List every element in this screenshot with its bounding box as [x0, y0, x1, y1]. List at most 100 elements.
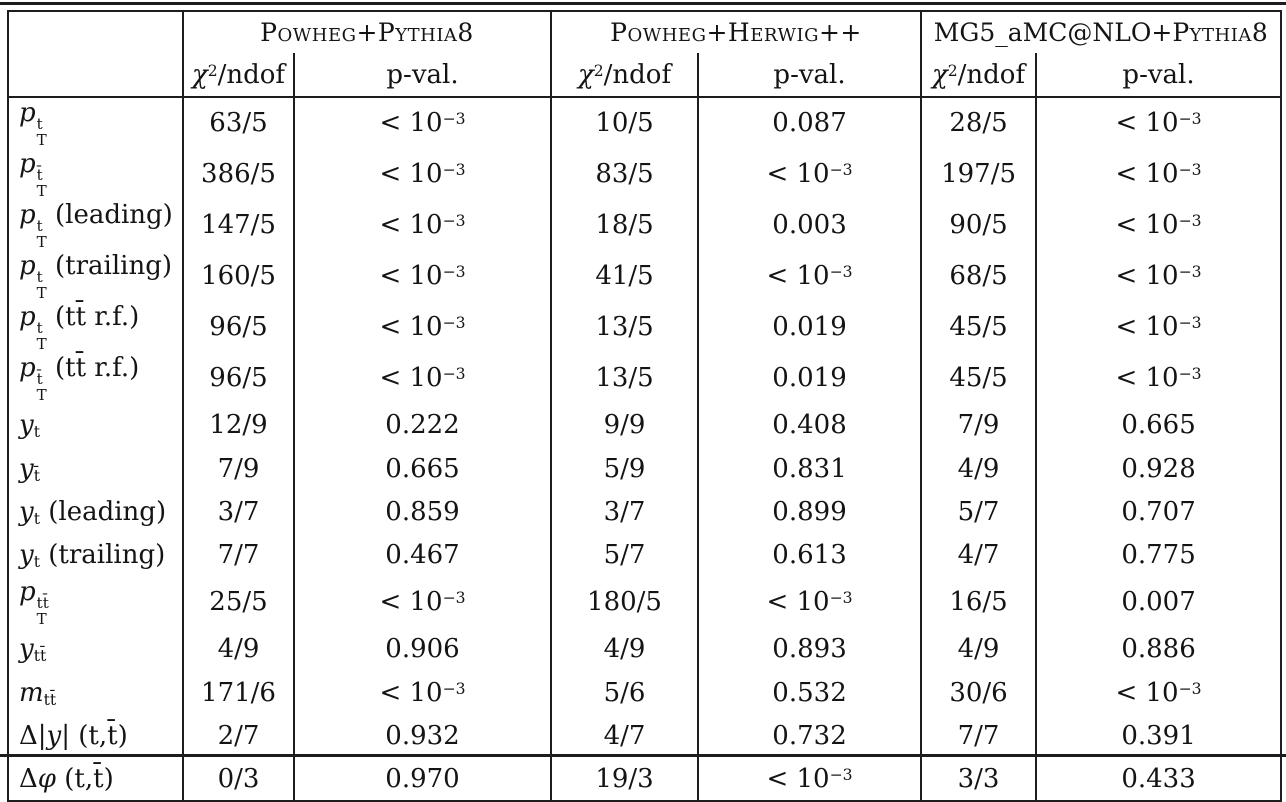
- observable-row: p tt̄ T 25/5 < 10−3 180/5 < 10−3 16/5 0.007: [8, 576, 1282, 628]
- chi2-ndof-cell: 5/7: [920, 490, 1037, 534]
- chi2-ndof-cell: 30/6: [920, 671, 1037, 715]
- p-value-cell: < 10−3: [292, 301, 552, 353]
- observable-label: mtt̄: [19, 677, 57, 709]
- chi2-ndof-cell: 25/5: [182, 576, 294, 628]
- observable-row: yt (leading) 3/7 0.859 3/7 0.899 5/7 0.707: [8, 490, 1282, 534]
- chi2-ndof-cell: 197/5: [920, 148, 1037, 200]
- chi2-ndof-cell: 90/5: [920, 199, 1037, 251]
- chi2-ndof-cell: 83/5: [550, 148, 699, 200]
- subheader-row: χ2/ndof p-val. χ2/ndof p-val. χ2/ndof p-…: [8, 53, 1282, 98]
- p-value-cell: < 10−3: [292, 97, 552, 149]
- p-value-cell: 0.665: [1035, 403, 1282, 447]
- chi2-ndof-cell: 19/3: [550, 757, 699, 801]
- chi2-ndof-cell: 4/9: [182, 627, 294, 672]
- p-value-header: p-val.: [697, 53, 922, 98]
- p-value-cell: 0.899: [697, 490, 922, 534]
- p-value-cell: 0.707: [1035, 490, 1282, 534]
- observable-row: p t̄ T (tt̄ r.f.) 96/5 < 10−3 13/5 0.019 45/5 < …: [8, 352, 1282, 404]
- chi2-ndof-cell: 180/5: [550, 576, 699, 628]
- chi2-ndof-cell: 45/5: [920, 301, 1037, 353]
- chi2-ndof-cell: 7/7: [182, 533, 294, 577]
- corner-cell: [8, 11, 183, 53]
- table-header: Powheg+Pythia8 Powheg+Herwig++ MG5_aMC@N…: [8, 11, 1282, 98]
- p-value-cell: 0.893: [697, 627, 922, 672]
- group-header-powheg-herwig: Powheg+Herwig++: [550, 11, 922, 53]
- p-value-cell: < 10−3: [697, 757, 922, 801]
- p-value-header: p-val.: [1035, 53, 1282, 98]
- p-value-cell: < 10−3: [1035, 97, 1282, 149]
- observable-row: p t̄ T 386/5 < 10−3 83/5 < 10−3 197/5 < 10−3: [8, 148, 1282, 201]
- chi2-ndof-cell: 41/5: [550, 250, 699, 302]
- p-value-cell: 0.007: [1035, 576, 1282, 628]
- p-value-cell: 0.859: [292, 490, 552, 534]
- chi2-ndof-cell: 96/5: [182, 352, 294, 404]
- p-value-cell: 0.928: [1035, 446, 1282, 491]
- group-header-powheg-pythia8: Powheg+Pythia8: [181, 11, 552, 53]
- p-value-cell: < 10−3: [292, 250, 552, 302]
- sup-sub-stack: t̄ T: [36, 369, 47, 404]
- observable-row: Δ|y| (t,t̄) 2/7 0.932 4/7 0.732 7/7 0.391: [8, 714, 1282, 758]
- p-value-cell: < 10−3: [697, 576, 922, 628]
- chi2-ndof-cell: 45/5: [920, 352, 1037, 404]
- group-header-mg5-amcnlo-pythia8: MG5_aMC@NLO+Pythia8: [920, 11, 1282, 53]
- p-value-cell: < 10−3: [1035, 301, 1282, 353]
- chi2-ndof-cell: 10/5: [550, 97, 699, 149]
- p-value-cell: 0.732: [697, 714, 922, 758]
- bottom-rule: [0, 754, 1286, 757]
- observable-row: yt (trailing) 7/7 0.467 5/7 0.613 4/7 0.775: [8, 533, 1282, 577]
- observable-label: Δφ (t,t̄): [19, 763, 114, 794]
- chi2-ndof-cell: 2/7: [182, 714, 294, 758]
- goodness-of-fit-table: Powheg+Pythia8 Powheg+Herwig++ MG5_aMC@N…: [7, 10, 1283, 802]
- p-value-cell: < 10−3: [292, 148, 552, 200]
- p-value-cell: 0.886: [1035, 627, 1282, 672]
- observable-label: yt: [19, 410, 40, 442]
- table-body: p t T 63/5 < 10−3 10/5 0.087 28/5 < 10−3 p t̄ T 386/…: [8, 97, 1282, 801]
- observable-label: yt (leading): [19, 496, 167, 528]
- chi2-ndof-cell: 171/6: [182, 671, 294, 715]
- p-value-cell: 0.932: [292, 714, 552, 758]
- p-value-cell: < 10−3: [697, 250, 922, 302]
- p-value-cell: < 10−3: [1035, 352, 1282, 404]
- p-value-cell: < 10−3: [1035, 148, 1282, 200]
- chi2-ndof-cell: 16/5: [920, 576, 1037, 628]
- chi2-ndof-cell: 5/7: [550, 533, 699, 577]
- generator-header-row: Powheg+Pythia8 Powheg+Herwig++ MG5_aMC@N…: [8, 11, 1282, 53]
- observable-row: yt 12/9 0.222 9/9 0.408 7/9 0.665: [8, 403, 1282, 447]
- chi2-ndof-cell: 4/9: [550, 627, 699, 672]
- observable-label: p t̄ T: [19, 148, 47, 201]
- p-value-cell: 0.222: [292, 403, 552, 447]
- p-value-header: p-val.: [292, 53, 552, 98]
- chi2-ndof-cell: 12/9: [182, 403, 294, 447]
- chi2-ndof-cell: 5/9: [550, 446, 699, 491]
- p-value-cell: 0.408: [697, 403, 922, 447]
- p-value-cell: 0.775: [1035, 533, 1282, 577]
- chi2-ndof-cell: 13/5: [550, 301, 699, 353]
- top-rule: [0, 2, 1286, 5]
- p-value-cell: < 10−3: [697, 148, 922, 200]
- chi2-ndof-cell: 13/5: [550, 352, 699, 404]
- chi2-ndof-header: χ2/ndof: [550, 53, 699, 98]
- chi2-ndof-cell: 0/3: [182, 757, 294, 801]
- p-value-cell: < 10−3: [1035, 671, 1282, 715]
- p-value-cell: 0.019: [697, 352, 922, 404]
- p-value-cell: 0.433: [1035, 757, 1282, 801]
- observable-label: yt̄: [19, 453, 40, 485]
- p-value-cell: < 10−3: [292, 352, 552, 404]
- sup-sub-stack: tt̄ T: [36, 594, 49, 628]
- chi2-ndof-cell: 3/7: [550, 490, 699, 534]
- observable-label: Δ|y| (t,t̄): [19, 720, 128, 751]
- chi2-ndof-cell: 4/7: [550, 714, 699, 758]
- p-value-cell: 0.532: [697, 671, 922, 715]
- chi2-ndof-cell: 3/3: [920, 757, 1037, 801]
- chi2-ndof-cell: 3/7: [182, 490, 294, 534]
- p-value-cell: 0.467: [292, 533, 552, 577]
